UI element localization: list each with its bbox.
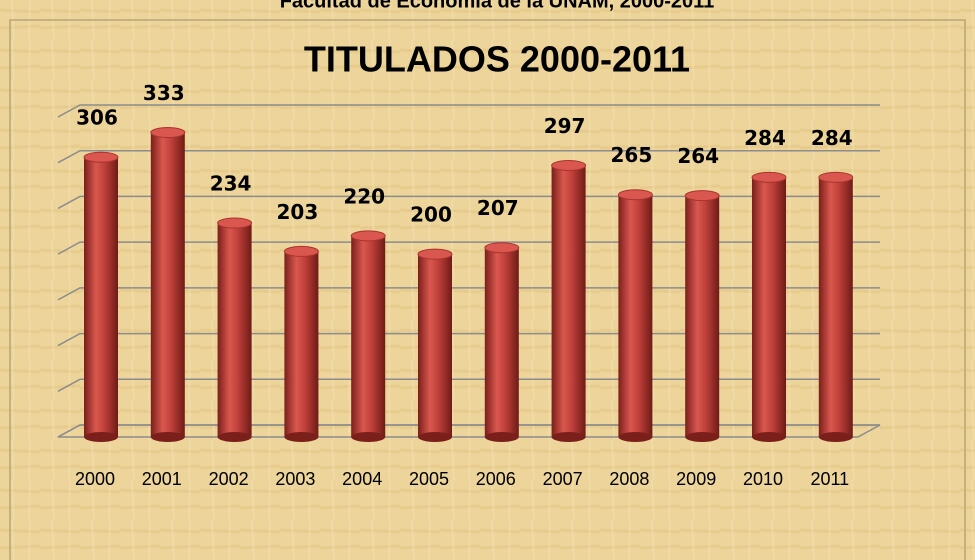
bar-base bbox=[752, 432, 786, 442]
bar bbox=[751, 171, 787, 442]
bar-cap bbox=[150, 127, 186, 139]
bar bbox=[417, 248, 453, 442]
bar-body bbox=[284, 251, 319, 437]
data-label: 203 bbox=[277, 200, 319, 224]
grid-line bbox=[57, 241, 880, 255]
bar-body bbox=[418, 254, 452, 437]
bar-base bbox=[217, 432, 252, 442]
grid-line bbox=[57, 424, 880, 438]
data-label: 284 bbox=[811, 126, 853, 150]
bar bbox=[217, 217, 253, 442]
bar bbox=[684, 190, 720, 442]
bar-cap bbox=[217, 217, 253, 229]
bar-base bbox=[484, 432, 519, 442]
x-tick-label: 2004 bbox=[342, 469, 382, 489]
bar-body bbox=[685, 195, 720, 437]
bar-cap bbox=[417, 248, 453, 260]
data-label: 200 bbox=[410, 203, 452, 227]
bar-base bbox=[551, 432, 586, 442]
bar-cap bbox=[684, 190, 720, 202]
x-tick-label: 2008 bbox=[609, 469, 649, 489]
bar-base bbox=[284, 432, 319, 442]
x-tick-label: 2005 bbox=[409, 469, 449, 489]
grid-line bbox=[57, 378, 880, 392]
data-label: 220 bbox=[343, 184, 385, 208]
bar bbox=[551, 159, 587, 442]
bar-base bbox=[150, 432, 185, 442]
bar-body bbox=[217, 223, 252, 437]
bar-body bbox=[150, 132, 185, 438]
bar bbox=[484, 242, 520, 442]
bar-cap bbox=[751, 171, 787, 183]
data-label: 333 bbox=[143, 81, 185, 105]
x-tick-label: 2011 bbox=[810, 469, 849, 489]
bar bbox=[617, 189, 653, 442]
data-label: 306 bbox=[76, 106, 118, 130]
bar bbox=[350, 230, 386, 442]
bar-base bbox=[685, 432, 720, 442]
bar-cap bbox=[551, 159, 587, 171]
bar bbox=[818, 171, 854, 442]
data-label: 234 bbox=[210, 172, 252, 196]
bar-base bbox=[818, 432, 853, 442]
x-tick-label: 2009 bbox=[676, 469, 716, 489]
bar-cap bbox=[350, 230, 386, 242]
x-tick-label: 2007 bbox=[543, 469, 583, 489]
bar bbox=[283, 245, 319, 442]
bar-base bbox=[418, 432, 452, 442]
x-tick-label: 2006 bbox=[476, 469, 516, 489]
x-tick-label: 2010 bbox=[743, 469, 783, 489]
data-label: 284 bbox=[744, 126, 786, 150]
bar-cap bbox=[617, 189, 653, 201]
x-tick-label: 2002 bbox=[209, 469, 249, 489]
bar bbox=[83, 151, 119, 442]
bar bbox=[150, 127, 186, 442]
plot-border bbox=[9, 19, 966, 560]
data-label: 297 bbox=[544, 114, 586, 138]
grid-line bbox=[57, 149, 880, 164]
bar-cap bbox=[83, 151, 119, 163]
bar-base bbox=[351, 432, 386, 442]
bar-cap bbox=[283, 245, 319, 257]
x-tick-label: 2003 bbox=[275, 469, 315, 489]
x-tick-label: 2001 bbox=[142, 469, 182, 489]
bar-base bbox=[84, 432, 118, 442]
data-label: 207 bbox=[477, 196, 519, 220]
bar-body bbox=[752, 177, 786, 438]
x-tick-label: 2000 bbox=[75, 469, 115, 489]
subtitle: Facultad de Economía de la UNAM, 2000-20… bbox=[280, 0, 715, 12]
bar-body bbox=[84, 157, 118, 437]
grid-line bbox=[57, 195, 880, 210]
bar-body bbox=[484, 247, 519, 437]
bar-body bbox=[351, 235, 386, 437]
chart-title: TITULADOS 2000-2011 bbox=[304, 39, 690, 80]
grid-line bbox=[57, 332, 880, 347]
bar-body bbox=[618, 194, 653, 437]
bar-cap bbox=[818, 171, 854, 183]
bar-body bbox=[818, 177, 853, 438]
grid-line bbox=[57, 104, 880, 118]
bar-base bbox=[618, 432, 653, 442]
bar-body bbox=[551, 165, 586, 437]
data-label: 264 bbox=[677, 144, 719, 168]
bar-cap bbox=[484, 242, 520, 254]
grid-line bbox=[57, 287, 880, 301]
data-label: 265 bbox=[611, 143, 653, 167]
